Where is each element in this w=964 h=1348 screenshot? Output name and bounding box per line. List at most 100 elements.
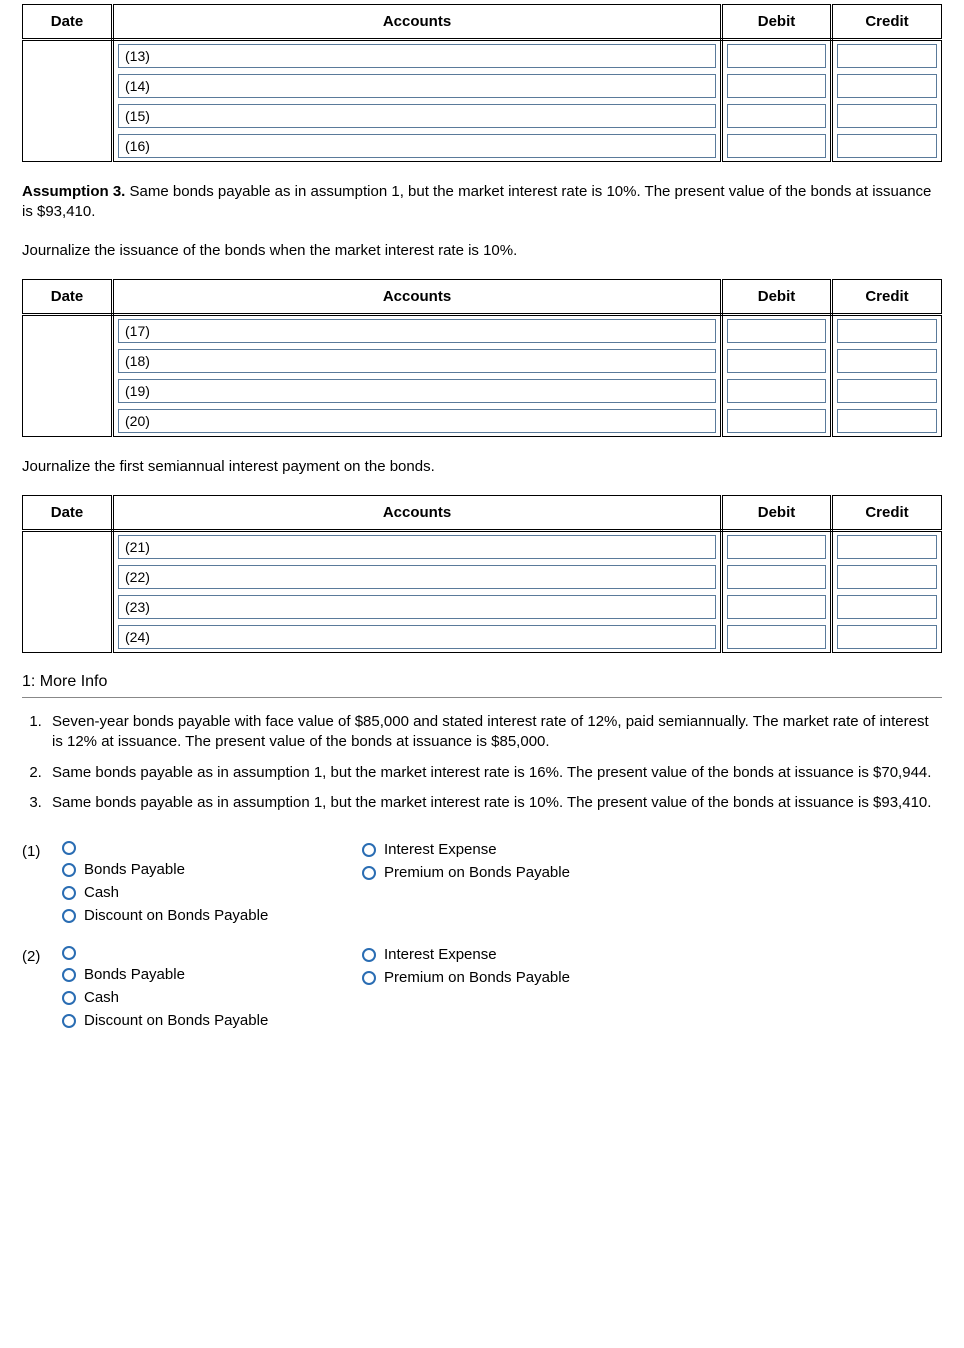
table-row: (18) (23, 346, 942, 376)
credit-input[interactable] (837, 535, 937, 559)
col-header-debit: Debit (722, 279, 832, 314)
credit-input[interactable] (837, 134, 937, 158)
journal-table-1: Date Accounts Debit Credit (13) (14) (15… (22, 4, 942, 162)
radio-group-2: (2) Bonds Payable Cash Discount on Bonds Pa… (22, 946, 942, 1029)
debit-input[interactable] (727, 565, 826, 589)
journal-table-2: Date Accounts Debit Credit (17) (18) (19… (22, 279, 942, 437)
accounts-input[interactable]: (14) (118, 74, 716, 98)
table-row: (14) (23, 71, 942, 101)
radio-label: Interest Expense (384, 841, 497, 858)
radio-icon (362, 971, 376, 985)
credit-input[interactable] (837, 595, 937, 619)
radio-option[interactable]: Bonds Payable (62, 861, 362, 878)
radio-label: Cash (84, 884, 119, 901)
credit-input[interactable] (837, 44, 937, 68)
col-header-date: Date (23, 496, 113, 531)
assumption-3-body: Same bonds payable as in assumption 1, b… (22, 183, 931, 220)
accounts-input[interactable]: (15) (118, 104, 716, 128)
debit-input[interactable] (727, 625, 826, 649)
radio-label: Bonds Payable (84, 966, 185, 983)
radio-label: Discount on Bonds Payable (84, 907, 268, 924)
radio-label: Bonds Payable (84, 861, 185, 878)
credit-input[interactable] (837, 565, 937, 589)
assumption-3-text: Assumption 3. Same bonds payable as in a… (22, 182, 942, 223)
radio-option[interactable] (62, 841, 362, 855)
accounts-input[interactable]: (13) (118, 44, 716, 68)
debit-input[interactable] (727, 134, 826, 158)
table-row: (20) (23, 406, 942, 437)
credit-input[interactable] (837, 349, 937, 373)
table-row: (22) (23, 562, 942, 592)
radio-icon (62, 946, 76, 960)
info-item-2: Same bonds payable as in assumption 1, b… (46, 763, 942, 783)
radio-option[interactable] (62, 946, 362, 960)
col-header-credit: Credit (832, 5, 942, 40)
debit-input[interactable] (727, 409, 826, 433)
debit-input[interactable] (727, 595, 826, 619)
accounts-input[interactable]: (20) (118, 409, 716, 433)
more-info-list: Seven-year bonds payable with face value… (22, 712, 942, 813)
table-row: (16) (23, 131, 942, 162)
radio-label: Premium on Bonds Payable (384, 969, 570, 986)
radio-option[interactable]: Interest Expense (362, 946, 942, 963)
col-header-date: Date (23, 279, 113, 314)
debit-input[interactable] (727, 535, 826, 559)
col-header-accounts: Accounts (113, 496, 722, 531)
radio-option[interactable]: Interest Expense (362, 841, 942, 858)
divider (22, 697, 942, 698)
radio-option[interactable]: Bonds Payable (62, 966, 362, 983)
radio-option[interactable]: Premium on Bonds Payable (362, 969, 942, 986)
radio-option[interactable]: Discount on Bonds Payable (62, 1012, 362, 1029)
accounts-input[interactable]: (23) (118, 595, 716, 619)
accounts-input[interactable]: (18) (118, 349, 716, 373)
credit-input[interactable] (837, 319, 937, 343)
credit-input[interactable] (837, 379, 937, 403)
accounts-input[interactable]: (17) (118, 319, 716, 343)
credit-input[interactable] (837, 104, 937, 128)
radio-icon (62, 1014, 76, 1028)
radio-option[interactable]: Cash (62, 884, 362, 901)
radio-icon (62, 841, 76, 855)
debit-input[interactable] (727, 319, 826, 343)
accounts-input[interactable]: (24) (118, 625, 716, 649)
accounts-input[interactable]: (19) (118, 379, 716, 403)
credit-input[interactable] (837, 625, 937, 649)
radio-icon (362, 948, 376, 962)
table-row: (23) (23, 592, 942, 622)
radio-label: Discount on Bonds Payable (84, 1012, 268, 1029)
col-header-debit: Debit (722, 5, 832, 40)
debit-input[interactable] (727, 74, 826, 98)
col-header-credit: Credit (832, 496, 942, 531)
debit-input[interactable] (727, 379, 826, 403)
credit-input[interactable] (837, 409, 937, 433)
radio-label: Cash (84, 989, 119, 1006)
radio-label: Interest Expense (384, 946, 497, 963)
info-item-1: Seven-year bonds payable with face value… (46, 712, 942, 753)
debit-input[interactable] (727, 44, 826, 68)
accounts-input[interactable]: (21) (118, 535, 716, 559)
accounts-input[interactable]: (22) (118, 565, 716, 589)
col-header-accounts: Accounts (113, 279, 722, 314)
radio-icon (62, 886, 76, 900)
radio-label: Premium on Bonds Payable (384, 864, 570, 881)
journalize-issuance-text: Journalize the issuance of the bonds whe… (22, 241, 942, 261)
debit-input[interactable] (727, 349, 826, 373)
more-info-heading: 1: More Info (22, 673, 942, 691)
accounts-input[interactable]: (16) (118, 134, 716, 158)
table-row: (13) (23, 40, 942, 72)
radio-icon (62, 991, 76, 1005)
debit-input[interactable] (727, 104, 826, 128)
radio-icon (62, 909, 76, 923)
radio-icon (62, 968, 76, 982)
journal-table-3: Date Accounts Debit Credit (21) (22) (23… (22, 495, 942, 653)
col-header-debit: Debit (722, 496, 832, 531)
radio-option[interactable]: Premium on Bonds Payable (362, 864, 942, 881)
credit-input[interactable] (837, 74, 937, 98)
col-header-accounts: Accounts (113, 5, 722, 40)
radio-group-lead: (2) (22, 946, 62, 1029)
table-row: (15) (23, 101, 942, 131)
table-row: (19) (23, 376, 942, 406)
radio-option[interactable]: Cash (62, 989, 362, 1006)
radio-option[interactable]: Discount on Bonds Payable (62, 907, 362, 924)
col-header-credit: Credit (832, 279, 942, 314)
